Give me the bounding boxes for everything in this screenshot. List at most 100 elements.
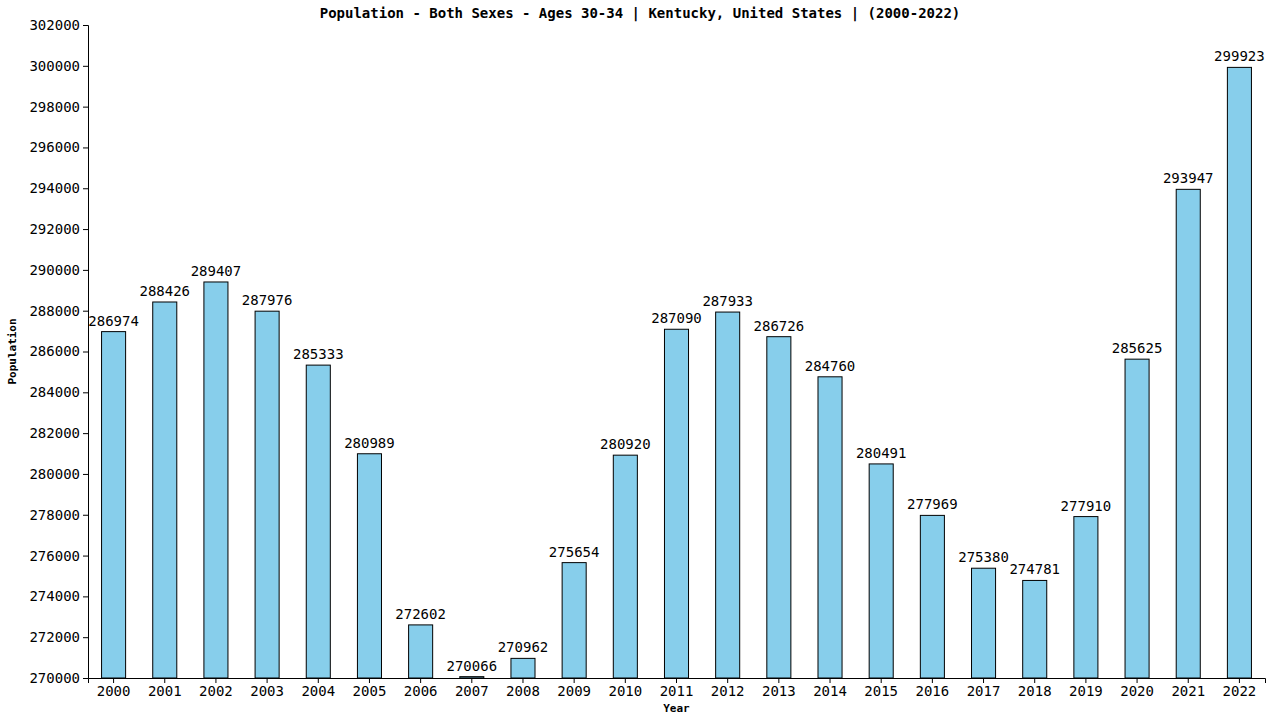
data-label: 275380 <box>958 549 1009 565</box>
y-tick-label: 300000 <box>29 58 80 74</box>
x-tick: 2006 <box>404 678 438 699</box>
y-tick: 292000 <box>29 221 88 237</box>
x-tick-label: 2008 <box>506 683 540 699</box>
y-tick: 274000 <box>29 588 88 604</box>
bar <box>153 302 177 678</box>
x-tick: 2021 <box>1171 678 1205 699</box>
chart: 2869742884262894072879762853332809892726… <box>0 0 1280 720</box>
bar <box>869 464 893 678</box>
bar <box>716 312 740 678</box>
data-label: 277910 <box>1061 498 1112 514</box>
x-tick-label: 2010 <box>608 683 642 699</box>
data-label: 287090 <box>651 310 702 326</box>
x-tick: 2012 <box>711 678 745 699</box>
bar <box>1227 67 1251 678</box>
y-tick-mark <box>83 270 88 271</box>
x-tick-label: 2007 <box>455 683 489 699</box>
y-tick-label: 292000 <box>29 221 80 237</box>
x-tick: 2005 <box>353 678 387 699</box>
y-tick-mark <box>83 596 88 597</box>
y-tick-label: 296000 <box>29 139 80 155</box>
data-label: 285333 <box>293 346 344 362</box>
y-tick: 272000 <box>29 629 88 645</box>
y-tick: 288000 <box>29 303 88 319</box>
x-tick: 2013 <box>762 678 796 699</box>
y-tick-mark <box>83 637 88 638</box>
x-tick: 2018 <box>1018 678 1052 699</box>
x-tick: 2011 <box>660 678 694 699</box>
y-tick-label: 280000 <box>29 466 80 482</box>
y-tick: 280000 <box>29 466 88 482</box>
data-label: 287976 <box>242 292 293 308</box>
data-label: 272602 <box>395 606 446 622</box>
x-tick-label: 2004 <box>301 683 335 699</box>
x-tick-label: 2016 <box>916 683 950 699</box>
x-axis-title: Year <box>663 702 690 715</box>
data-labels: 2869742884262894072879762853332809892726… <box>88 48 1264 673</box>
y-tick-label: 274000 <box>29 588 80 604</box>
y-tick-mark <box>83 311 88 312</box>
y-tick-label: 298000 <box>29 99 80 115</box>
x-tick: 2019 <box>1069 678 1103 699</box>
bar <box>972 568 996 678</box>
y-tick-mark <box>83 147 88 148</box>
bar <box>920 515 944 678</box>
data-label: 270066 <box>447 658 498 674</box>
bar <box>613 455 637 678</box>
data-label: 286974 <box>88 313 139 329</box>
y-axis-line <box>83 26 89 679</box>
y-tick: 286000 <box>29 343 88 359</box>
bar <box>818 377 842 678</box>
data-label: 280989 <box>344 435 395 451</box>
x-tick: 2017 <box>967 678 1001 699</box>
x-axis: 2000200120022003200420052006200720082009… <box>89 678 1266 699</box>
y-tick: 290000 <box>29 262 88 278</box>
x-tick-label: 2018 <box>1018 683 1052 699</box>
y-tick-mark <box>83 433 88 434</box>
y-tick-mark <box>83 66 88 67</box>
bars <box>102 67 1252 678</box>
x-tick-label: 2017 <box>967 683 1001 699</box>
x-tick-label: 2021 <box>1171 683 1205 699</box>
x-tick: 2014 <box>813 678 847 699</box>
data-label: 299923 <box>1214 48 1265 64</box>
x-tick-label: 2019 <box>1069 683 1103 699</box>
x-tick-label: 2005 <box>353 683 387 699</box>
y-tick-label: 294000 <box>29 180 80 196</box>
y-tick-mark <box>83 229 88 230</box>
bar <box>1176 189 1200 678</box>
y-tick-mark <box>83 107 88 108</box>
data-label: 275654 <box>549 544 600 560</box>
y-tick: 282000 <box>29 425 88 441</box>
bar <box>204 282 228 678</box>
y-axis-title: Population <box>6 318 19 384</box>
x-tick: 2020 <box>1120 678 1154 699</box>
y-tick-mark <box>83 25 88 26</box>
data-label: 288426 <box>139 283 190 299</box>
y-tick-mark <box>83 515 88 516</box>
x-tick-label: 2001 <box>148 683 182 699</box>
x-tick: 2001 <box>148 678 182 699</box>
bar <box>767 337 791 678</box>
data-label: 280491 <box>856 445 907 461</box>
data-label: 285625 <box>1112 340 1163 356</box>
x-tick-label: 2009 <box>557 683 591 699</box>
x-tick-label: 2012 <box>711 683 745 699</box>
y-axis: 2700002720002740002760002780002800002820… <box>29 17 88 686</box>
x-tick: 2022 <box>1223 678 1257 699</box>
bar <box>409 625 433 678</box>
y-tick-mark <box>83 474 88 475</box>
x-tick-label: 2014 <box>813 683 847 699</box>
x-tick: 2008 <box>506 678 540 699</box>
y-tick-mark <box>83 556 88 557</box>
data-label: 284760 <box>805 358 856 374</box>
bar <box>102 332 126 678</box>
plot: 2869742884262894072879762853332809892726… <box>29 17 1265 699</box>
y-tick-label: 282000 <box>29 425 80 441</box>
y-tick-label: 272000 <box>29 629 80 645</box>
x-tick: 2009 <box>557 678 591 699</box>
y-tick-label: 278000 <box>29 507 80 523</box>
y-tick: 298000 <box>29 99 88 115</box>
y-tick: 294000 <box>29 180 88 196</box>
x-tick-label: 2003 <box>250 683 284 699</box>
